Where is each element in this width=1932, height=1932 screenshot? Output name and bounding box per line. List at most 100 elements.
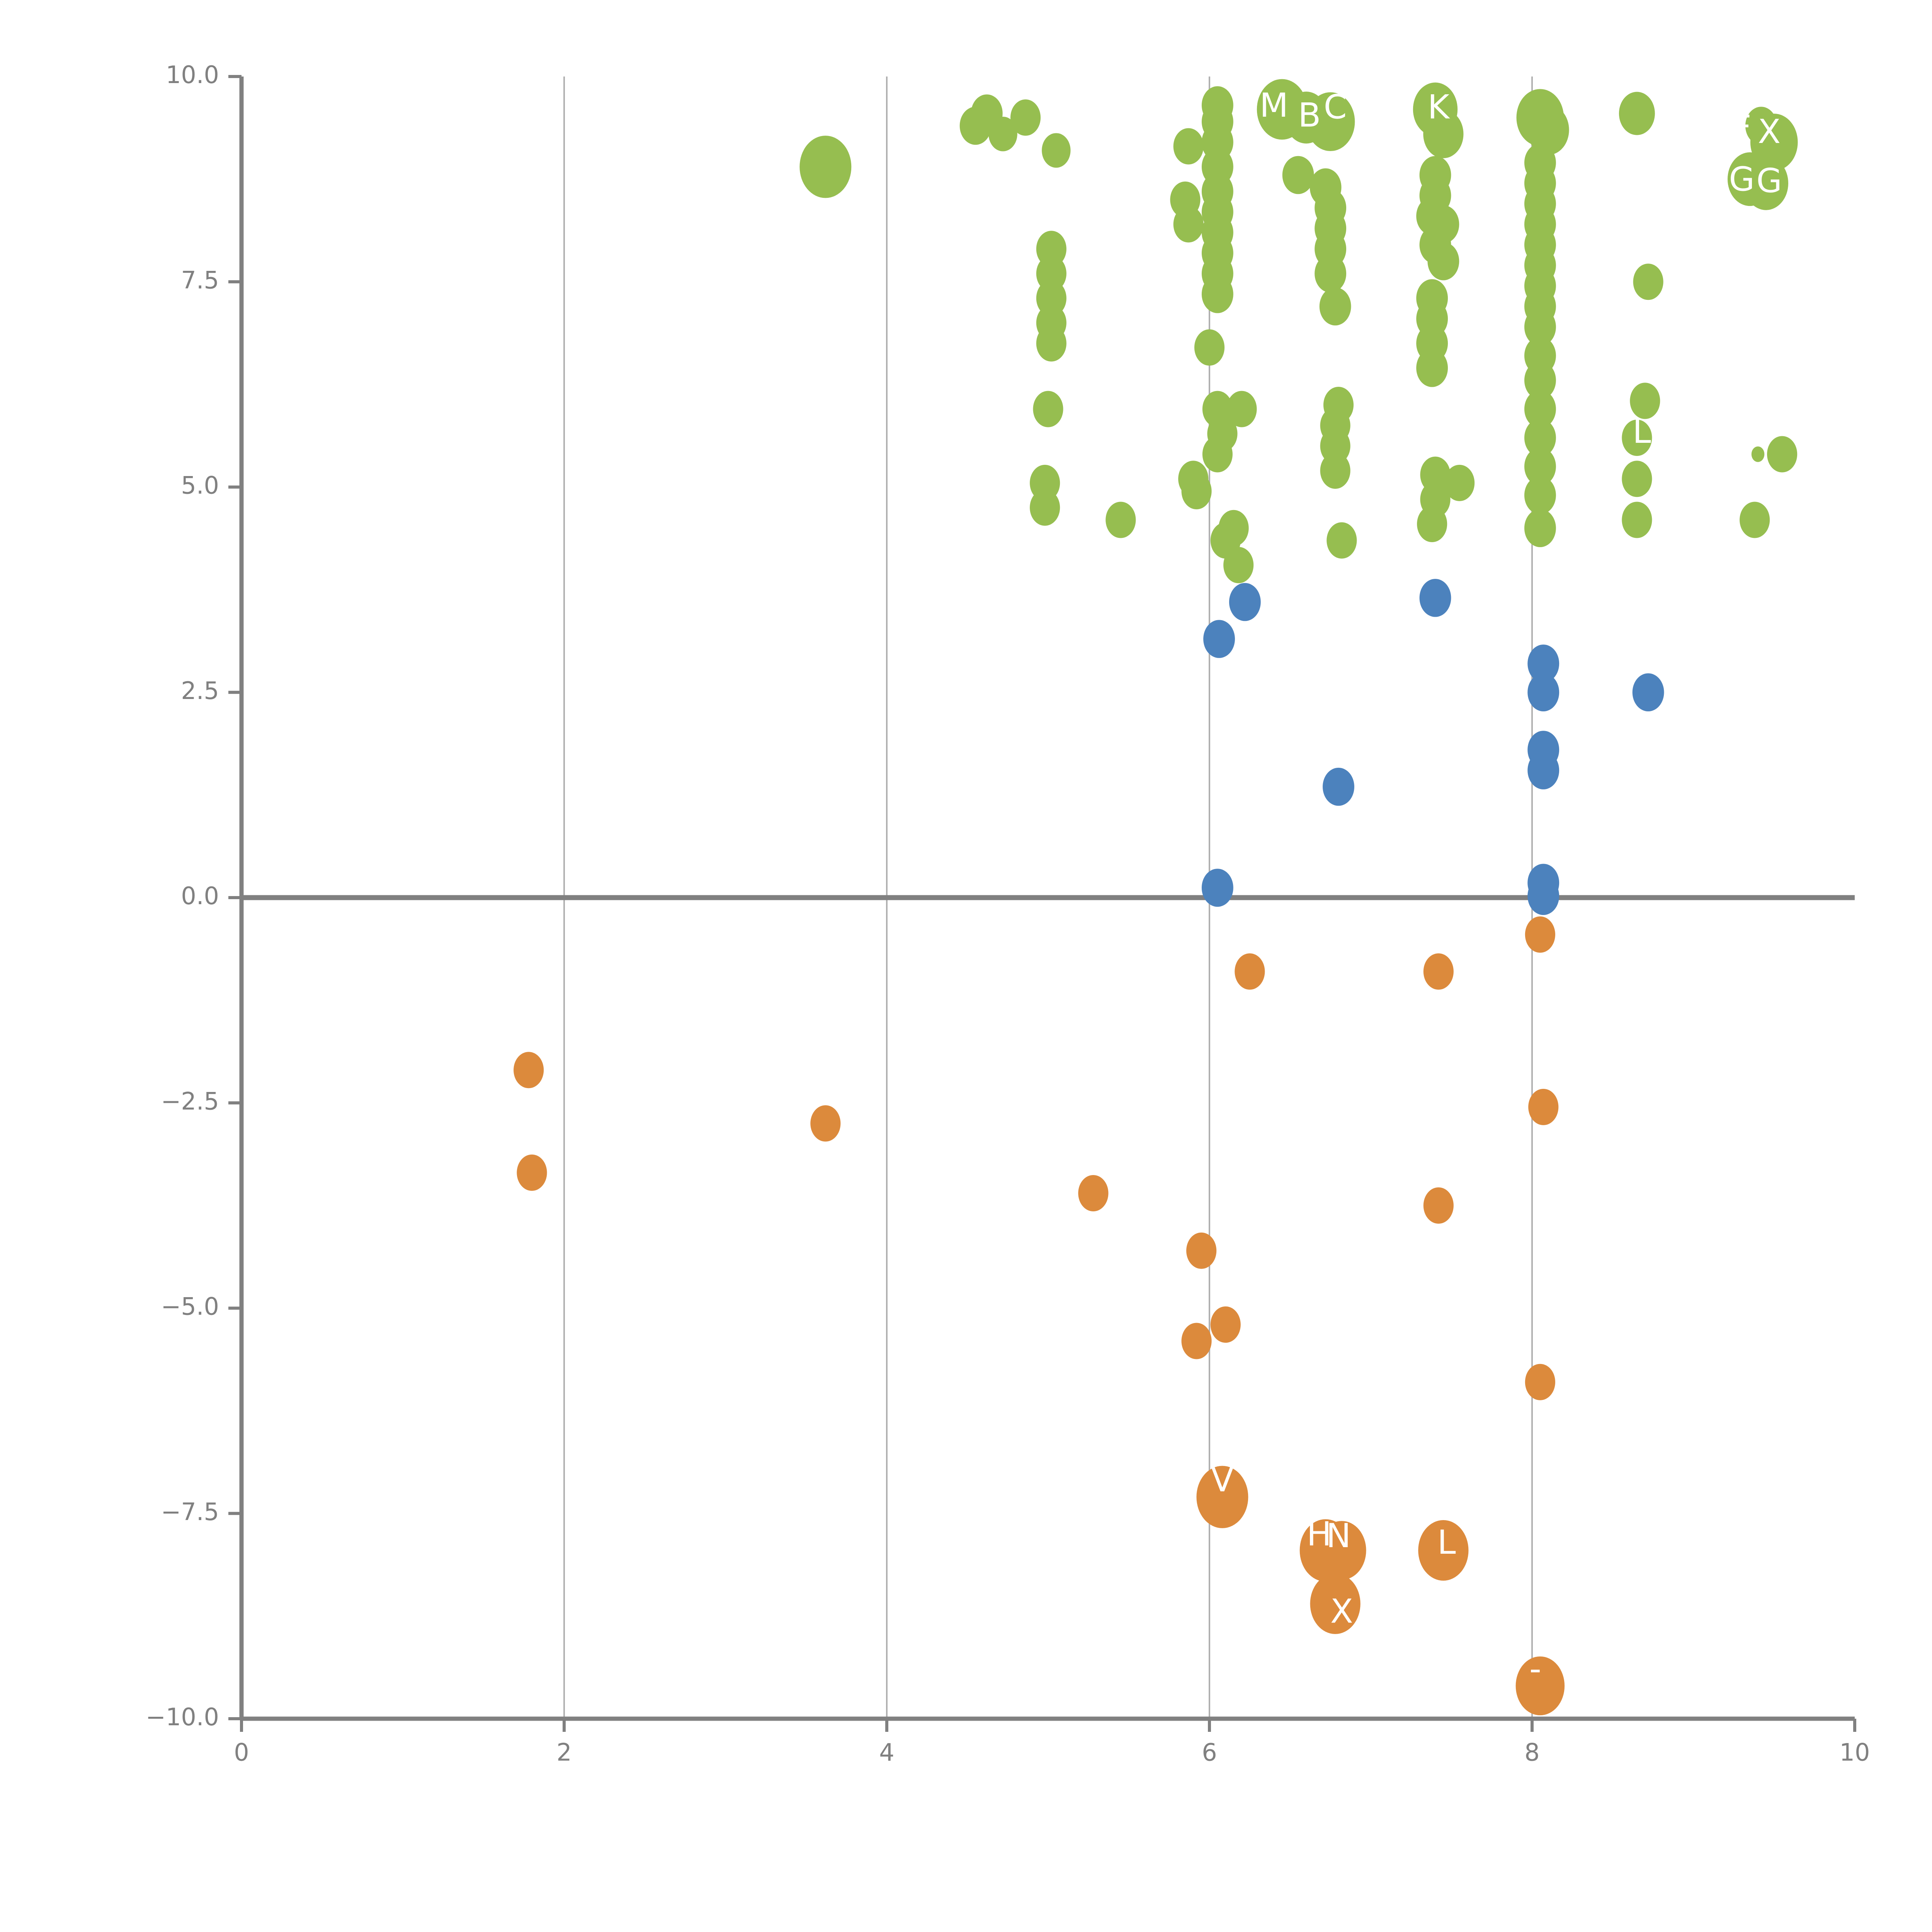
x-axis-tick-labels: 0 2 4 6 8 10	[234, 1738, 1870, 1766]
data-point-negative[interactable]	[1525, 916, 1555, 953]
y-tick-label: −7.5	[161, 1498, 219, 1526]
data-point-positive[interactable]	[1622, 461, 1652, 497]
series-neutral-points[interactable]	[1201, 579, 1664, 915]
data-point-positive[interactable]	[988, 116, 1017, 151]
data-point-positive[interactable]	[1417, 506, 1447, 543]
data-point-positive[interactable]	[1223, 547, 1254, 583]
data-point-negative[interactable]	[1515, 1656, 1565, 1716]
point-label: H	[1307, 1515, 1332, 1554]
data-point-positive[interactable]	[1181, 473, 1212, 510]
y-tick-label: 0.0	[181, 882, 219, 910]
data-point-positive[interactable]	[1740, 502, 1770, 538]
point-label: B	[1298, 96, 1321, 135]
data-point-positive[interactable]	[1524, 418, 1556, 457]
data-point-negative[interactable]	[1525, 1364, 1555, 1400]
point-label: C	[1324, 88, 1347, 126]
data-point-positive[interactable]	[1282, 156, 1314, 194]
data-point-positive[interactable]	[1042, 133, 1071, 168]
data-point-neutral[interactable]	[1229, 583, 1261, 621]
y-axis-tick-labels: −10.0 −7.5 −5.0 −2.5 0.0 2.5 5.0 7.5 10.0	[146, 61, 219, 1731]
point-label: N	[1326, 1517, 1351, 1555]
data-point-negative[interactable]	[1310, 1573, 1361, 1634]
data-point-negative[interactable]	[1423, 953, 1454, 990]
data-point-negative[interactable]	[1078, 1175, 1109, 1212]
data-point-positive[interactable]	[1527, 105, 1569, 155]
x-tick-label: 8	[1524, 1738, 1539, 1766]
data-point-neutral[interactable]	[1527, 751, 1560, 789]
data-point-positive[interactable]	[1524, 476, 1556, 515]
y-tick-label: −5.0	[161, 1293, 219, 1321]
data-point-neutral[interactable]	[1527, 877, 1560, 915]
point-label: X	[1330, 1592, 1353, 1631]
point-label: V	[1211, 1461, 1234, 1499]
data-point-neutral[interactable]	[1527, 645, 1560, 683]
data-point-negative[interactable]	[1210, 1306, 1241, 1343]
data-point-positive[interactable]	[1524, 447, 1556, 486]
data-point-positive[interactable]	[1767, 436, 1798, 473]
data-point-positive[interactable]	[1427, 242, 1459, 281]
data-point-negative[interactable]	[810, 1105, 841, 1142]
data-point-positive[interactable]	[1524, 361, 1556, 400]
data-point-positive[interactable]	[1030, 489, 1060, 526]
data-point-positive[interactable]	[1306, 92, 1355, 151]
data-point-positive[interactable]	[1444, 464, 1475, 501]
data-point-positive[interactable]	[1327, 522, 1357, 559]
data-point-positive[interactable]	[1194, 329, 1225, 366]
data-point-neutral[interactable]	[1203, 620, 1235, 658]
y-tick-label: −2.5	[161, 1087, 219, 1115]
data-point-neutral[interactable]	[1632, 673, 1664, 712]
data-point-positive[interactable]	[1173, 206, 1204, 243]
data-point-positive[interactable]	[1524, 390, 1556, 428]
data-point-negative[interactable]	[1423, 1187, 1454, 1224]
data-point-positive[interactable]	[1105, 502, 1136, 538]
data-point-positive[interactable]	[1319, 287, 1351, 326]
data-point-negative[interactable]	[1317, 1521, 1366, 1580]
data-point-positive[interactable]	[1201, 275, 1233, 313]
y-tick-label: 2.5	[181, 677, 219, 705]
y-tick-label: 7.5	[181, 266, 219, 294]
data-point-neutral[interactable]	[1323, 767, 1354, 806]
data-point-positive[interactable]	[1416, 349, 1448, 387]
data-point-negative[interactable]	[517, 1154, 547, 1191]
data-point-positive[interactable]	[1750, 114, 1798, 171]
x-tick-label: 0	[234, 1738, 249, 1766]
data-point-neutral[interactable]	[1419, 579, 1451, 617]
data-point-positive[interactable]	[1423, 110, 1464, 158]
data-point-positive[interactable]	[1743, 156, 1789, 210]
data-point-positive[interactable]	[1622, 502, 1652, 538]
data-point-positive[interactable]	[799, 136, 852, 198]
point-label: K	[1428, 88, 1451, 126]
data-point-negative[interactable]	[1196, 1466, 1248, 1528]
data-point-negative[interactable]	[1181, 1323, 1212, 1359]
data-point-negative[interactable]	[1528, 1088, 1559, 1125]
data-point-positive[interactable]	[1202, 436, 1233, 473]
data-point-positive[interactable]	[1524, 509, 1556, 548]
point-label: F	[1732, 109, 1751, 147]
data-point-positive[interactable]	[1630, 383, 1660, 419]
data-point-positive[interactable]	[1010, 99, 1041, 136]
data-point-negative[interactable]	[514, 1052, 544, 1088]
series-negative-points[interactable]	[514, 916, 1565, 1716]
data-point-positive[interactable]	[1619, 92, 1655, 135]
data-point-positive[interactable]	[1033, 391, 1063, 427]
data-point-neutral[interactable]	[1527, 673, 1560, 712]
data-point-positive[interactable]	[1320, 452, 1350, 489]
data-point-neutral[interactable]	[1201, 869, 1233, 907]
data-point-negative[interactable]	[1235, 953, 1265, 990]
data-point-positive[interactable]	[1633, 264, 1663, 300]
series-positive-points[interactable]	[799, 79, 1798, 583]
point-label: L	[1437, 1523, 1456, 1562]
x-tick-label: 10	[1840, 1738, 1870, 1766]
data-point-positive[interactable]	[1173, 128, 1204, 165]
data-point-negative[interactable]	[1186, 1232, 1217, 1269]
x-tick-label: 4	[879, 1738, 894, 1766]
data-point-positive[interactable]	[1524, 308, 1556, 346]
data-point-positive[interactable]	[1036, 325, 1066, 362]
data-point-positive[interactable]	[1751, 446, 1765, 462]
data-point-negative[interactable]	[1418, 1520, 1469, 1581]
data-point-positive[interactable]	[1315, 254, 1347, 293]
data-point-positive[interactable]	[1622, 419, 1652, 456]
data-point-positive[interactable]	[1226, 391, 1257, 427]
